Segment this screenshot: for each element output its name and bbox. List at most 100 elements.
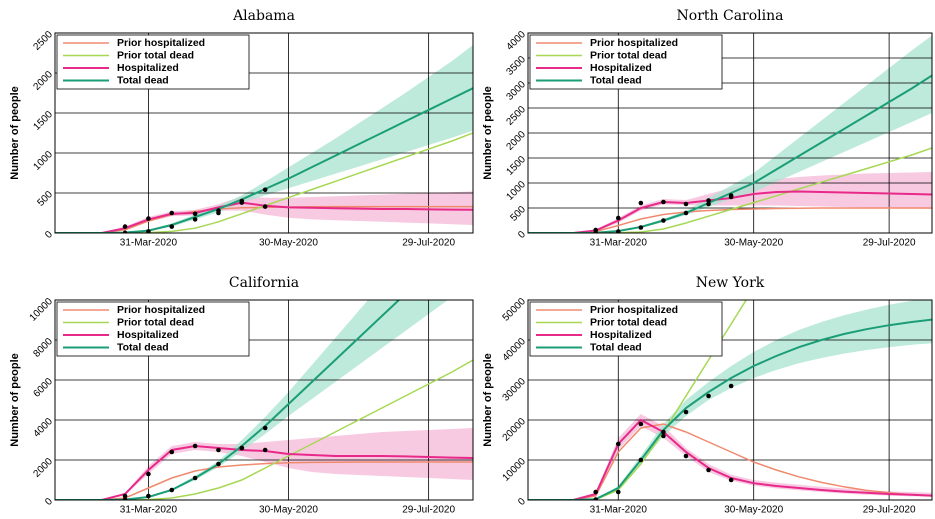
observed-point <box>706 201 711 207</box>
series-group <box>528 300 932 500</box>
legend-label: Prior total dead <box>590 316 667 328</box>
observed-point <box>638 421 644 427</box>
x-tick-label: 29-Jul-2020 <box>863 505 916 516</box>
y-tick-label: 8000 <box>31 336 55 360</box>
y-tick-label: 0 <box>516 496 528 508</box>
observed-point <box>638 457 644 463</box>
observed-point <box>146 493 151 499</box>
observed-point <box>661 429 666 435</box>
y-tick-label: 2500 <box>31 29 55 53</box>
observed-point <box>216 210 221 216</box>
observed-point <box>239 445 245 451</box>
observed-point <box>239 200 245 205</box>
panel-title: North Carolina <box>677 8 784 24</box>
series-line <box>528 207 932 233</box>
y-axis-label: Number of people <box>9 86 21 180</box>
panel-title: California <box>229 275 299 291</box>
series-line <box>528 423 932 500</box>
plot-area <box>528 300 932 500</box>
observed-point <box>122 224 128 229</box>
observed-point <box>683 453 689 459</box>
legend-label: Total dead <box>117 341 169 353</box>
observed-point <box>262 447 268 453</box>
ensemble-band <box>528 172 932 233</box>
observed-point <box>728 477 734 483</box>
x-tick-label: 29-Jul-2020 <box>402 238 455 249</box>
ensemble-band <box>528 414 932 500</box>
observed-point <box>661 218 666 223</box>
y-tick-label: 4000 <box>31 416 55 440</box>
y-tick-label: 1000 <box>504 179 528 203</box>
legend-label: Prior hospitalized <box>590 37 678 49</box>
observed-point <box>638 225 644 230</box>
observed-point <box>706 393 711 399</box>
plot-frame <box>54 32 474 234</box>
observed-point <box>169 210 175 216</box>
observed-point <box>593 489 599 495</box>
plot-area <box>55 45 473 233</box>
y-axis-label: Number of people <box>9 353 21 447</box>
observed-point <box>593 230 599 233</box>
legend-label: Prior hospitalized <box>117 37 205 49</box>
observed-point <box>661 433 666 439</box>
legend-label: Hospitalized <box>590 62 652 74</box>
observed-point <box>638 200 644 206</box>
observed-point <box>192 211 198 217</box>
y-tick-label: 3000 <box>504 79 528 103</box>
observed-point <box>262 204 268 209</box>
y-tick-label: 500 <box>508 204 528 224</box>
legend-label: Total dead <box>117 74 169 86</box>
y-tick-label: 30000 <box>501 376 529 404</box>
observed-point <box>728 193 734 198</box>
observed-point <box>615 229 621 233</box>
observed-point <box>146 216 151 221</box>
observed-point <box>262 187 268 193</box>
observed-point <box>615 215 621 221</box>
ensemble-band <box>55 45 473 233</box>
y-tick-label: 2500 <box>504 104 528 128</box>
y-tick-label: 0 <box>43 229 55 241</box>
x-tick-label: 30-May-2020 <box>259 238 318 249</box>
series-line <box>528 147 932 233</box>
y-tick-label: 4000 <box>504 29 528 53</box>
y-tick-label: 500 <box>35 189 55 209</box>
panel-title: Alabama <box>232 8 295 24</box>
observed-point <box>706 467 711 473</box>
observed-point <box>615 489 621 495</box>
panel-title: New York <box>696 275 765 291</box>
y-tick-label: 1000 <box>31 149 55 173</box>
plot-frame <box>527 32 933 234</box>
observed-point <box>593 497 599 500</box>
panel: Alabama Number of people 0 500 1000 1500 2000 2… <box>9 8 474 249</box>
plot-frame <box>527 299 933 501</box>
y-tick-label: 50000 <box>501 296 529 324</box>
x-tick-label: 29-Jul-2020 <box>402 505 455 516</box>
x-tick-label: 30-May-2020 <box>724 505 783 516</box>
observed-point <box>615 441 621 447</box>
legend-label: Total dead <box>590 74 642 86</box>
ensemble-band <box>55 428 473 500</box>
x-tick-label: 31-Mar-2020 <box>120 238 178 249</box>
ensemble-band <box>55 191 473 233</box>
observed-point <box>169 487 175 493</box>
y-tick-label: 10000 <box>501 456 529 484</box>
y-tick-label: 40000 <box>501 336 529 364</box>
x-tick-label: 29-Jul-2020 <box>863 238 916 249</box>
legend-label: Prior total dead <box>590 49 667 61</box>
y-tick-label: 0 <box>516 229 528 241</box>
observed-point <box>122 497 128 500</box>
legend-label: Prior total dead <box>117 49 194 61</box>
y-tick-label: 2000 <box>31 456 55 480</box>
legend-label: Prior hospitalized <box>117 304 205 316</box>
observed-point <box>728 383 734 389</box>
y-axis-label: Number of people <box>482 86 494 180</box>
observed-point <box>169 224 175 229</box>
x-tick-label: 31-Mar-2020 <box>590 238 648 249</box>
observed-point <box>262 425 268 431</box>
observed-point <box>683 409 689 415</box>
observed-point <box>122 493 128 499</box>
